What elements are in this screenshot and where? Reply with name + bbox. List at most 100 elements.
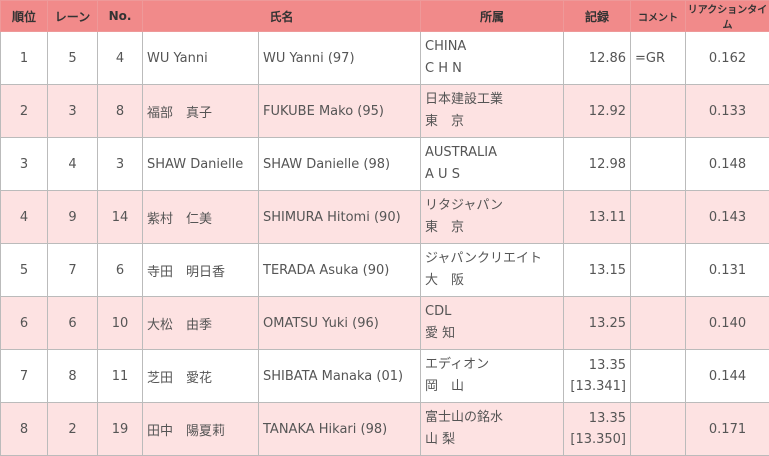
name-jp-cell: 寺田 明日香 [142, 243, 259, 297]
record-cell: 12.92 [563, 84, 632, 138]
reaction-cell: 0.131 [685, 243, 769, 297]
affiliation-team: リタジャパン [425, 198, 504, 213]
reaction-cell: 0.143 [685, 190, 769, 244]
record-cell: 13.15 [563, 243, 632, 297]
lane-cell: 3 [47, 84, 98, 138]
affiliation-team: エディオン [425, 357, 490, 372]
record-value: 13.25 [588, 315, 627, 331]
comment-cell [630, 349, 687, 403]
record-precise: [13.341] [570, 379, 627, 394]
header-no: No. [97, 0, 143, 32]
affiliation-region: C H N [425, 61, 462, 76]
affiliation-region: 愛 知 [425, 326, 456, 341]
affiliation-cell: 富士山の銘水山 梨 [420, 402, 565, 456]
table-row: 8 2 19 田中 陽夏莉 TANAKA Hikari (98) 富士山の銘水山 梨 13.… [0, 402, 769, 456]
reaction-cell: 0.133 [685, 84, 769, 138]
name-en-cell: SHIBATA Manaka (01) [257, 349, 422, 403]
affiliation-cell: リタジャパン東 京 [420, 190, 565, 244]
header-rank: 順位 [0, 0, 48, 32]
affiliation-cell: AUSTRALIA A U S [420, 137, 565, 191]
header-name: 氏名 [141, 0, 422, 32]
table-row: 4 9 14 紫村 仁美 SHIMURA Hitomi (90) リタジャパン東 京 13.… [0, 190, 769, 244]
rank-cell: 3 [0, 137, 48, 191]
record-cell: 13.35 [13.350] [563, 402, 632, 456]
comment-cell: =GR [630, 31, 687, 85]
comment-cell [630, 84, 687, 138]
affiliation-cell: エディオン岡 山 [420, 349, 565, 403]
comment-cell [630, 137, 687, 191]
header-reaction: リアクションタイム [685, 0, 769, 32]
record-precise: [13.350] [570, 432, 627, 447]
header-record: 記録 [563, 0, 632, 32]
affiliation-region: 東 京 [425, 220, 465, 235]
affiliation-team: CHINA [425, 39, 467, 54]
no-cell: 11 [97, 349, 143, 403]
table-row: 5 7 6 寺田 明日香 TERADA Asuka (90) ジャパンクリエイト大 阪 13… [0, 243, 769, 297]
record-cell: 12.86 [563, 31, 632, 85]
rank-cell: 7 [0, 349, 48, 403]
affiliation-team: ジャパンクリエイト [425, 251, 543, 266]
lane-cell: 4 [47, 137, 98, 191]
lane-cell: 9 [47, 190, 98, 244]
name-jp-cell: 福部 真子 [142, 84, 259, 138]
no-cell: 8 [97, 84, 143, 138]
record-cell: 13.25 [563, 296, 632, 350]
rank-cell: 1 [0, 31, 48, 85]
affiliation-region: 山 梨 [425, 432, 456, 447]
name-en-cell: TANAKA Hikari (98) [257, 402, 422, 456]
record-value: 12.98 [588, 156, 627, 172]
name-jp-cell: 田中 陽夏莉 [142, 402, 259, 456]
affiliation-team: CDL [425, 304, 452, 319]
table-row: 7 8 11 芝田 愛花 SHIBATA Manaka (01) エディオン岡 山 13.3… [0, 349, 769, 403]
record-value: 12.86 [588, 50, 627, 66]
name-en-cell: OMATSU Yuki (96) [257, 296, 422, 350]
affiliation-cell: ジャパンクリエイト大 阪 [420, 243, 565, 297]
lane-cell: 8 [47, 349, 98, 403]
name-en-cell: FUKUBE Mako (95) [257, 84, 422, 138]
affiliation-team: AUSTRALIA [425, 145, 497, 160]
comment-cell [630, 190, 687, 244]
affiliation-team: 日本建設工業 [425, 92, 504, 107]
header-row: 順位 レーン No. 氏名 所属 記録 コメント リアクションタイム [0, 0, 769, 32]
comment-cell [630, 402, 687, 456]
affiliation-region: 東 京 [425, 114, 465, 129]
name-en-cell: SHAW Danielle (98) [257, 137, 422, 191]
lane-cell: 6 [47, 296, 98, 350]
name-jp-cell: SHAW Danielle [142, 137, 259, 191]
table-row: 6 6 10 大松 由季 OMATSU Yuki (96) CDL 愛 知 13.25 0.14… [0, 296, 769, 350]
no-cell: 10 [97, 296, 143, 350]
record-cell: 12.98 [563, 137, 632, 191]
record-value: 13.15 [588, 262, 627, 278]
header-lane: レーン [47, 0, 98, 32]
no-cell: 14 [97, 190, 143, 244]
rank-cell: 2 [0, 84, 48, 138]
lane-cell: 7 [47, 243, 98, 297]
no-cell: 19 [97, 402, 143, 456]
rank-cell: 4 [0, 190, 48, 244]
name-jp-cell: 紫村 仁美 [142, 190, 259, 244]
name-jp-cell: 大松 由季 [142, 296, 259, 350]
record-value: 13.35 [588, 358, 627, 373]
record-cell: 13.11 [563, 190, 632, 244]
affiliation-region: A U S [425, 167, 460, 182]
affiliation-team: 富士山の銘水 [425, 410, 504, 425]
affiliation-cell: CDL 愛 知 [420, 296, 565, 350]
reaction-cell: 0.148 [685, 137, 769, 191]
affiliation-cell: 日本建設工業東 京 [420, 84, 565, 138]
header-comment: コメント [630, 0, 687, 32]
rank-cell: 8 [0, 402, 48, 456]
record-cell: 13.35 [13.341] [563, 349, 632, 403]
name-en-cell: TERADA Asuka (90) [257, 243, 422, 297]
lane-cell: 5 [47, 31, 98, 85]
name-en-cell: SHIMURA Hitomi (90) [257, 190, 422, 244]
table-row: 3 4 3 SHAW Danielle SHAW Danielle (98) AUSTRA… [0, 137, 769, 191]
table-row: 2 3 8 福部 真子 FUKUBE Mako (95) 日本建設工業東 京 12.92 0.… [0, 84, 769, 138]
lane-cell: 2 [47, 402, 98, 456]
no-cell: 3 [97, 137, 143, 191]
name-jp-cell: 芝田 愛花 [142, 349, 259, 403]
name-en-cell: WU Yanni (97) [257, 31, 422, 85]
affiliation-cell: CHINA C H N [420, 31, 565, 85]
comment-cell [630, 243, 687, 297]
affiliation-region: 大 阪 [425, 273, 465, 288]
